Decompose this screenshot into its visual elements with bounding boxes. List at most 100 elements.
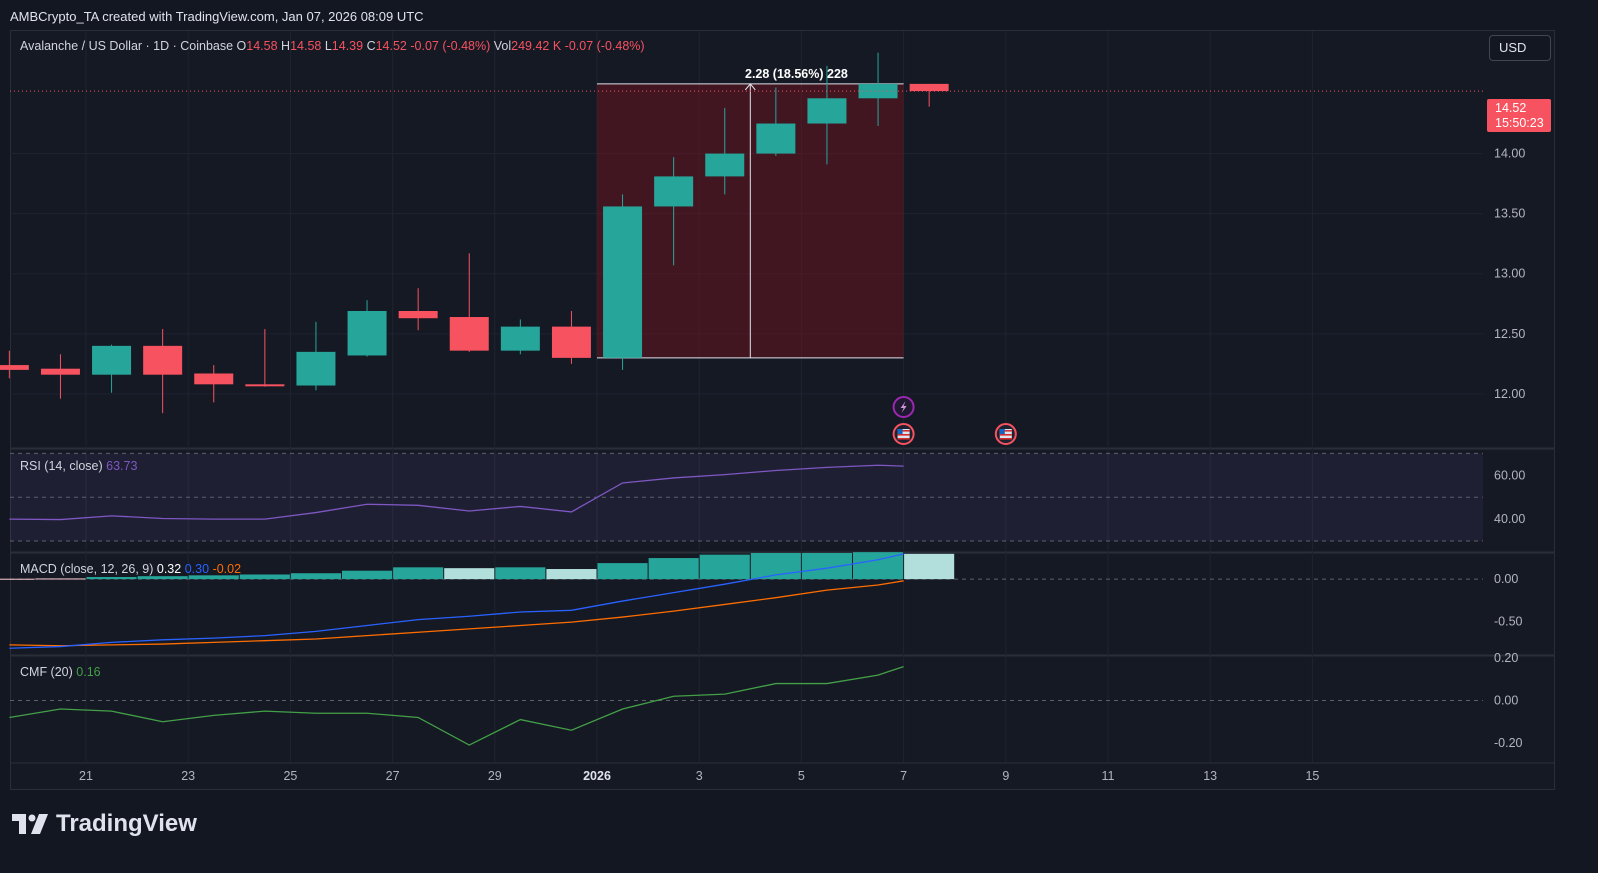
macd-histogram-bar bbox=[393, 567, 444, 580]
cmf-legend: CMF (20) 0.16 bbox=[20, 665, 101, 679]
candle-body bbox=[194, 373, 234, 385]
macd-signal-line bbox=[9, 580, 904, 647]
macd-histogram-bar bbox=[444, 568, 495, 580]
candle-body bbox=[551, 326, 591, 358]
chart-caption: AMBCrypto_TA created with TradingView.co… bbox=[10, 9, 424, 24]
macd-axis-label: -0.50 bbox=[1494, 614, 1523, 628]
candle bbox=[347, 300, 387, 357]
flag-stripe bbox=[897, 438, 910, 440]
us-flag-event-icon bbox=[994, 423, 1017, 445]
candle-body bbox=[756, 123, 796, 154]
candle-body bbox=[449, 317, 489, 351]
last-price-tag: 14.52 15:50:23 bbox=[1487, 99, 1551, 132]
cmf-title[interactable]: CMF (20) bbox=[20, 665, 73, 679]
volume-value: 249.42 K bbox=[511, 39, 562, 53]
price-axis-label: 13.00 bbox=[1494, 267, 1525, 281]
candle bbox=[398, 288, 438, 331]
candle-body bbox=[705, 153, 745, 177]
currency-button[interactable]: USD bbox=[1489, 35, 1551, 61]
macd-legend: MACD (close, 12, 26, 9) 0.32 0.30 -0.02 bbox=[20, 562, 241, 576]
rsi-legend: RSI (14, close) 63.73 bbox=[20, 459, 137, 473]
tradingview-brand: TradingView bbox=[56, 810, 197, 837]
macd-histogram-bar bbox=[648, 558, 699, 580]
flag-stripe bbox=[999, 438, 1012, 440]
macd-histogram-bar bbox=[137, 576, 188, 580]
price-axis-label: 13.50 bbox=[1494, 207, 1525, 221]
macd-line-legend-value: 0.30 bbox=[184, 562, 210, 576]
volume-label: Vol bbox=[493, 39, 512, 53]
time-axis-label: 9 bbox=[1002, 769, 1009, 783]
macd-line bbox=[9, 553, 904, 649]
macd-axis-label: 0.00 bbox=[1494, 572, 1518, 586]
cmf-axis-label: -0.20 bbox=[1494, 736, 1523, 750]
last-price-value: 14.52 bbox=[1495, 101, 1527, 115]
price-axis-label: 14.00 bbox=[1494, 147, 1525, 161]
candle bbox=[500, 319, 540, 355]
candle bbox=[296, 321, 336, 391]
candle bbox=[603, 194, 643, 370]
candle-body bbox=[0, 365, 29, 370]
price-change: -0.07 (-0.48%) bbox=[410, 39, 491, 53]
candle-body bbox=[40, 368, 80, 375]
candle bbox=[194, 365, 234, 403]
open-label: O bbox=[236, 39, 247, 53]
macd-histogram-bar bbox=[597, 563, 648, 580]
high-value: 14.58 bbox=[290, 39, 322, 53]
candle-body bbox=[143, 345, 183, 375]
cmf-value: 0.16 bbox=[76, 665, 101, 679]
lightning-event-icon bbox=[892, 396, 915, 418]
time-axis-label: 13 bbox=[1203, 769, 1217, 783]
candle-body bbox=[500, 326, 540, 351]
volume-change: -0.07 (-0.48%) bbox=[564, 39, 645, 53]
price-axis-label: 12.50 bbox=[1494, 327, 1525, 341]
price-axis-label: 12.00 bbox=[1494, 387, 1525, 401]
macd-hist-legend-value: 0.32 bbox=[156, 562, 182, 576]
symbol-legend: Avalanche / US Dollar · 1D · Coinbase O1… bbox=[20, 39, 645, 53]
macd-histogram-bar bbox=[495, 567, 546, 580]
measure-label: 2.28 (18.56%) 228 bbox=[745, 67, 848, 81]
candle bbox=[705, 107, 745, 195]
macd-histogram-bar bbox=[546, 569, 597, 580]
bar-countdown: 15:50:23 bbox=[1495, 116, 1544, 130]
low-value: 14.39 bbox=[331, 39, 364, 53]
macd-histogram-bar bbox=[188, 575, 239, 580]
flag-canton bbox=[999, 429, 1005, 434]
flag-stripe bbox=[897, 434, 910, 436]
cmf-line bbox=[9, 665, 904, 746]
open-value: 14.58 bbox=[246, 39, 278, 53]
flag-stripe bbox=[999, 434, 1012, 436]
candle-body bbox=[245, 384, 285, 387]
macd-histogram-bar bbox=[699, 554, 750, 580]
candle bbox=[245, 329, 285, 387]
time-axis-label: 25 bbox=[283, 769, 297, 783]
symbol-name[interactable]: Avalanche / US Dollar · 1D · Coinbase bbox=[20, 39, 234, 53]
time-axis-label: 23 bbox=[181, 769, 195, 783]
candle-body bbox=[603, 206, 643, 358]
macd-histogram-bar bbox=[239, 574, 290, 580]
candle-body bbox=[92, 345, 132, 375]
candle-body bbox=[296, 351, 336, 386]
rsi-axis-label: 60.00 bbox=[1494, 468, 1525, 482]
rsi-value: 63.73 bbox=[106, 459, 138, 473]
cmf-axis-label: 0.00 bbox=[1494, 694, 1518, 708]
rsi-title[interactable]: RSI (14, close) bbox=[20, 459, 103, 473]
candle bbox=[92, 344, 132, 393]
candle bbox=[0, 350, 29, 379]
macd-histogram-bar bbox=[0, 578, 35, 580]
candle-body bbox=[909, 83, 949, 92]
low-label: L bbox=[324, 39, 332, 53]
candle bbox=[551, 311, 591, 364]
macd-title[interactable]: MACD (close, 12, 26, 9) bbox=[20, 562, 154, 576]
tradingview-logo[interactable]: TradingView bbox=[12, 810, 197, 838]
time-axis-label: 3 bbox=[696, 769, 703, 783]
time-axis-label: 29 bbox=[488, 769, 502, 783]
candle bbox=[654, 157, 694, 266]
candle-body bbox=[807, 98, 847, 124]
candle bbox=[449, 253, 489, 352]
chart-area[interactable] bbox=[10, 30, 1555, 790]
tradingview-logo-icon bbox=[12, 814, 48, 834]
flag-stripe bbox=[999, 430, 1012, 432]
flag-stripe bbox=[897, 430, 910, 432]
macd-histogram-bar bbox=[86, 577, 137, 580]
